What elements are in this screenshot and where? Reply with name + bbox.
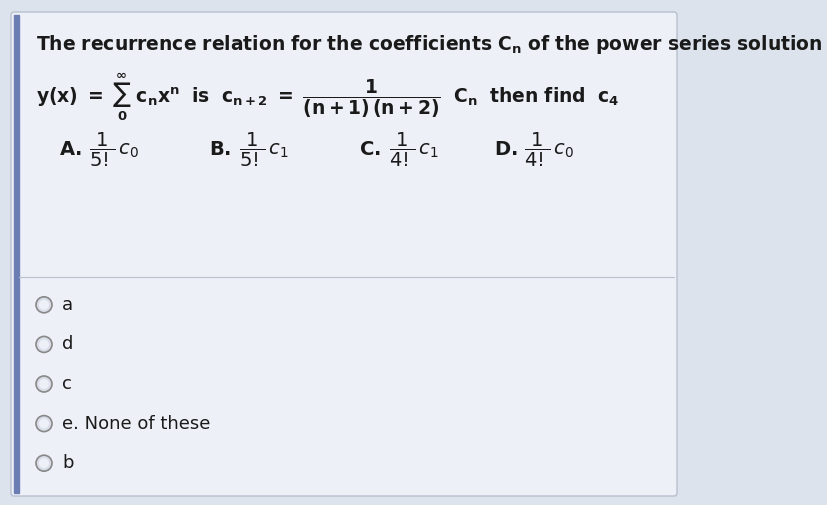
Text: $\mathbf{The\ recurrence\ relation\ for\ the\ coefficients\ }$$\mathbf{C_n}$$\ma: $\mathbf{The\ recurrence\ relation\ for\… [36,33,822,56]
Text: $\dfrac{1}{5!}\,c_0$: $\dfrac{1}{5!}\,c_0$ [88,131,139,169]
Circle shape [36,455,52,471]
Text: $\mathbf{B.}$: $\mathbf{B.}$ [208,141,231,159]
Circle shape [39,379,49,389]
Circle shape [36,376,52,392]
Text: $\dfrac{1}{5!}\,c_1$: $\dfrac{1}{5!}\,c_1$ [239,131,289,169]
Text: c: c [62,375,72,393]
Circle shape [36,297,52,313]
Circle shape [36,416,52,432]
Circle shape [39,300,49,310]
Text: d: d [62,335,74,353]
Circle shape [39,458,49,468]
Circle shape [36,336,52,352]
Text: $\mathbf{D.}$: $\mathbf{D.}$ [494,141,517,159]
Text: b: b [62,454,74,472]
Text: $\dfrac{1}{4!}\,c_1$: $\dfrac{1}{4!}\,c_1$ [389,131,438,169]
Text: $\dfrac{1}{4!}\,c_0$: $\dfrac{1}{4!}\,c_0$ [523,131,573,169]
Text: $\mathbf{C.}$: $\mathbf{C.}$ [359,141,380,159]
Text: a: a [62,296,73,314]
Circle shape [39,419,49,429]
Text: $\mathbf{A.}$: $\mathbf{A.}$ [59,141,81,159]
Text: $\mathbf{y(x)\ =\ \sum_0^{\infty}\ c_n x^n\ \ is\ \ c_{n+2}\ =\ }$$\mathbf{\dfra: $\mathbf{y(x)\ =\ \sum_0^{\infty}\ c_n x… [36,70,619,123]
Bar [14,15,19,493]
Circle shape [39,339,49,349]
Text: e. None of these: e. None of these [62,415,210,433]
FancyBboxPatch shape [11,12,676,496]
